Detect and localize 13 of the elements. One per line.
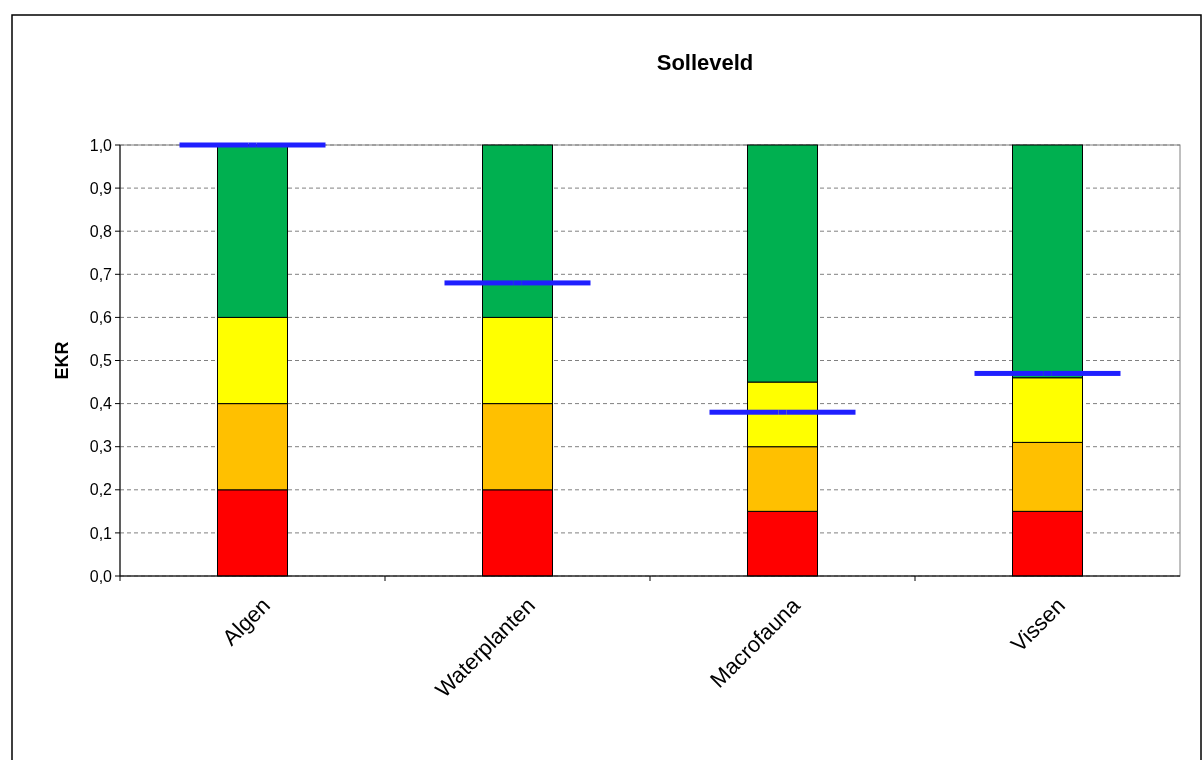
y-tick-label: 0,1 <box>89 524 113 542</box>
y-tick-label: 0,7 <box>89 265 113 283</box>
y-tick-label: 0,3 <box>89 438 113 456</box>
y-tick-label: 0,5 <box>89 352 113 370</box>
y-tick-label: 1,0 <box>89 136 113 154</box>
y-tick-label: 0,8 <box>89 222 113 240</box>
y-tick-label: 0,9 <box>89 179 113 197</box>
y-tick-label: 0,4 <box>89 395 113 413</box>
y-tick-label: 0,6 <box>89 309 113 326</box>
y-tick-label: 0,0 <box>89 567 113 585</box>
y-tick-label: 0,2 <box>89 481 113 499</box>
chart-title: Solleveld <box>656 50 754 75</box>
y-axis-title: EKR <box>52 341 72 380</box>
